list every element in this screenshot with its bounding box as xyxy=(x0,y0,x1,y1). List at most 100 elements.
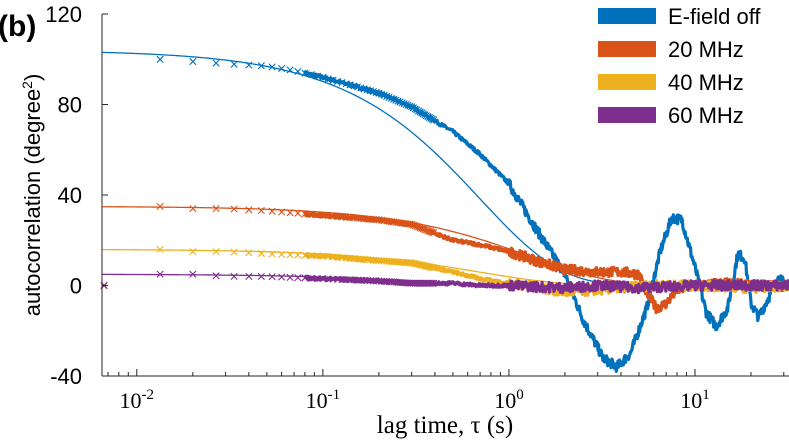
marker-0 xyxy=(230,60,238,68)
marker-0 xyxy=(429,116,438,124)
marker-3 xyxy=(307,274,315,282)
marker-1 xyxy=(307,210,315,219)
marker-0 xyxy=(313,72,321,80)
marker-3 xyxy=(212,272,220,280)
marker-3 xyxy=(257,272,265,281)
marker-2 xyxy=(363,256,371,264)
x-tick-label: 10-1 xyxy=(306,387,341,413)
marker-1 xyxy=(268,207,276,215)
marker-1 xyxy=(363,215,371,223)
marker-3 xyxy=(268,273,276,281)
marker-3 xyxy=(366,277,375,285)
marker-1 xyxy=(294,209,302,217)
legend-label: E-field off xyxy=(668,4,761,29)
y-tick-label: 0 xyxy=(70,274,82,299)
marker-0 xyxy=(294,67,302,76)
marker-0 xyxy=(394,97,402,105)
marker-1 xyxy=(369,215,377,224)
legend-label: 60 MHz xyxy=(668,103,744,128)
marker-3 xyxy=(428,279,436,287)
marker-1 xyxy=(313,211,321,219)
marker-2 xyxy=(366,256,375,264)
y-tick-label: 120 xyxy=(45,2,82,27)
marker-1 xyxy=(301,210,309,218)
marker-2 xyxy=(369,256,377,264)
marker-1 xyxy=(156,202,164,211)
plot-area xyxy=(100,51,789,373)
measured-markers xyxy=(100,55,438,290)
x-tick-label: 10-2 xyxy=(120,387,155,413)
y-axis-label: autocorrelation (degree2) xyxy=(19,74,45,317)
marker-0 xyxy=(278,64,286,73)
marker-2 xyxy=(268,250,276,258)
marker-0 xyxy=(383,92,391,100)
y-tick-label: 80 xyxy=(58,93,82,118)
marker-3 xyxy=(278,273,286,281)
marker-2 xyxy=(294,251,302,259)
marker-3 xyxy=(245,272,253,281)
marker-0 xyxy=(400,100,408,108)
marker-2 xyxy=(301,251,309,259)
marker-2 xyxy=(189,247,197,256)
marker-0 xyxy=(301,69,309,77)
x-tick-label: 101 xyxy=(680,387,710,413)
marker-2 xyxy=(156,245,164,254)
marker-0 xyxy=(257,62,265,70)
legend-swatch xyxy=(598,8,656,24)
fit-curves xyxy=(101,51,766,287)
marker-2 xyxy=(278,250,286,259)
marker-0 xyxy=(245,61,253,69)
marker-1 xyxy=(257,206,265,215)
fit-curve-1 xyxy=(101,206,766,287)
marker-3 xyxy=(427,279,435,287)
marker-0 xyxy=(319,73,327,81)
marker-0 xyxy=(329,76,337,84)
x-ticks: 10-2 10-1 100 101 xyxy=(107,369,785,413)
legend-swatch xyxy=(598,74,656,90)
marker-0 xyxy=(334,77,342,86)
marker-2 xyxy=(429,264,438,272)
marker-1 xyxy=(230,205,238,213)
legend-swatch xyxy=(598,41,656,57)
y-tick-label: 40 xyxy=(58,183,82,208)
marker-1 xyxy=(278,208,286,216)
marker-0 xyxy=(385,93,393,101)
marker-1 xyxy=(428,228,436,236)
marker-1 xyxy=(286,209,294,217)
marker-2 xyxy=(286,251,294,259)
marker-1 xyxy=(212,204,220,213)
y-tick-label: -40 xyxy=(50,364,82,389)
marker-0 xyxy=(189,57,197,66)
marker-0 xyxy=(387,94,395,102)
x-tick-label: 100 xyxy=(494,387,524,413)
marker-3 xyxy=(294,274,302,282)
marker-0 xyxy=(402,100,410,109)
marker-2 xyxy=(313,252,321,260)
marker-1 xyxy=(360,215,368,223)
marker-3 xyxy=(363,276,371,285)
marker-2 xyxy=(425,263,433,271)
marker-2 xyxy=(360,255,368,264)
marker-3 xyxy=(360,276,368,284)
marker-2 xyxy=(428,263,436,271)
marker-2 xyxy=(245,249,253,257)
marker-3 xyxy=(372,277,380,285)
marker-1 xyxy=(189,204,197,213)
marker-0 xyxy=(338,79,346,87)
marker-0 xyxy=(396,98,404,106)
legend-label: 40 MHz xyxy=(668,70,744,95)
legend-swatch xyxy=(598,107,656,123)
marker-3 xyxy=(230,272,238,281)
marker-2 xyxy=(230,248,238,256)
marker-2 xyxy=(212,247,220,256)
marker-1 xyxy=(245,206,253,214)
marker-3 xyxy=(357,276,365,284)
marker-1 xyxy=(429,229,438,237)
panel-label: (b) xyxy=(0,10,36,43)
marker-0 xyxy=(268,63,276,71)
marker-0 xyxy=(406,102,414,110)
marker-0 xyxy=(286,66,294,74)
marker-3 xyxy=(189,270,197,278)
x-axis-label: lag time, τ (s) xyxy=(377,412,513,439)
